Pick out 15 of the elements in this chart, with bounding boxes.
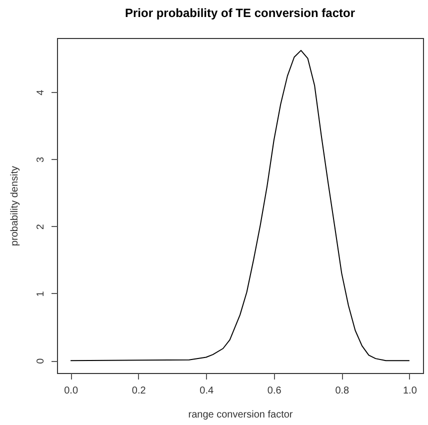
x-axis-title: range conversion factor: [188, 410, 294, 420]
y-tick-label: 0: [36, 358, 46, 364]
y-tick-label: 2: [36, 224, 46, 230]
x-tick-label: 0.0: [64, 386, 78, 396]
y-tick-label: 3: [36, 156, 46, 162]
y-tick-label: 1: [36, 290, 46, 297]
x-tick-label: 0.8: [335, 386, 350, 396]
x-tick-label: 0.4: [200, 386, 214, 396]
line-series: [70, 50, 410, 362]
y-axis-title: probability density: [10, 166, 20, 246]
x-tick-label: 0.6: [267, 386, 282, 396]
x-tick-label: 1.0: [402, 386, 418, 396]
x-tick-label: 0.2: [132, 386, 146, 396]
y-tick-label: 4: [36, 89, 46, 96]
chart-title: Prior probability of TE conversion factor: [124, 6, 356, 20]
